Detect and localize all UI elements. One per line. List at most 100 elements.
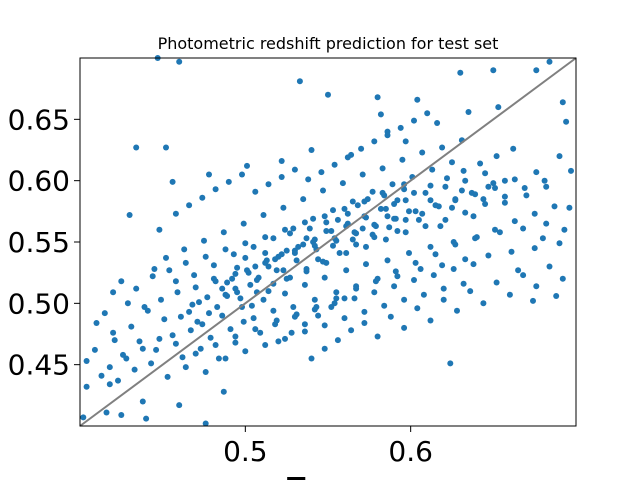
- data-point: [210, 262, 217, 269]
- data-point: [311, 306, 318, 313]
- y-tick-label: 0.60: [8, 165, 70, 198]
- data-point: [303, 235, 310, 242]
- data-point: [123, 355, 130, 362]
- data-point: [467, 288, 474, 295]
- data-point: [415, 216, 422, 223]
- data-point: [391, 215, 398, 222]
- data-point: [242, 240, 249, 247]
- data-point: [510, 145, 517, 152]
- x-tick-label: 0.5: [223, 435, 268, 468]
- data-point: [374, 333, 381, 340]
- data-point: [242, 348, 249, 355]
- data-point: [275, 338, 282, 345]
- data-point: [501, 199, 508, 206]
- data-point: [252, 326, 259, 333]
- data-point: [250, 243, 257, 250]
- data-point: [414, 305, 421, 312]
- data-point: [143, 415, 150, 422]
- data-point: [283, 247, 290, 254]
- data-point: [174, 289, 181, 296]
- data-point: [384, 132, 391, 139]
- data-point: [219, 312, 226, 319]
- data-point: [333, 289, 340, 296]
- data-point: [128, 323, 135, 330]
- y-axis-ticks: 0.45 0.50 0.55 0.60 0.65: [8, 103, 80, 382]
- data-point: [440, 285, 447, 292]
- data-point: [377, 205, 384, 212]
- data-point: [222, 355, 229, 362]
- data-point: [242, 254, 249, 261]
- data-point: [391, 283, 398, 290]
- data-point: [343, 267, 350, 274]
- data-point: [291, 250, 298, 256]
- data-point: [553, 293, 560, 299]
- data-point: [440, 296, 447, 303]
- data-point: [369, 231, 376, 238]
- y-tick-label: 0.50: [8, 287, 70, 320]
- data-point: [252, 188, 259, 195]
- data-point: [199, 194, 206, 201]
- data-point: [472, 191, 479, 198]
- data-point: [166, 267, 173, 274]
- data-point: [372, 278, 379, 285]
- data-point: [278, 251, 285, 258]
- data-point: [234, 289, 241, 296]
- data-point: [358, 145, 365, 152]
- data-point: [419, 210, 426, 217]
- data-point: [351, 295, 358, 302]
- data-point: [172, 210, 179, 217]
- x-tick-label: 0.6: [388, 435, 433, 468]
- data-point: [320, 187, 326, 194]
- data-point: [363, 243, 369, 250]
- data-point: [389, 181, 396, 188]
- data-point: [308, 355, 315, 362]
- data-point: [343, 250, 350, 256]
- data-point: [429, 166, 436, 173]
- data-point: [80, 414, 87, 421]
- data-point: [282, 335, 288, 342]
- data-point: [422, 189, 429, 196]
- chart-title: Photometric redshift prediction for test…: [158, 34, 499, 53]
- data-point: [176, 58, 183, 65]
- data-point: [386, 224, 393, 231]
- data-point: [177, 313, 184, 320]
- data-point: [437, 223, 444, 230]
- data-point: [353, 285, 360, 292]
- y-tick-label: 0.45: [8, 349, 70, 382]
- data-point: [194, 318, 201, 325]
- data-point: [472, 235, 479, 242]
- data-point: [377, 111, 384, 118]
- data-point: [401, 324, 408, 331]
- data-point: [480, 196, 487, 203]
- data-point: [427, 317, 434, 324]
- data-point: [328, 228, 335, 234]
- data-point: [462, 177, 469, 184]
- data-point: [181, 246, 188, 253]
- data-point: [414, 96, 421, 103]
- data-point: [156, 226, 163, 233]
- data-point: [566, 204, 573, 211]
- data-point: [315, 312, 322, 319]
- data-point: [439, 144, 446, 151]
- data-point: [546, 58, 553, 65]
- data-point: [106, 381, 113, 388]
- data-point: [450, 266, 457, 272]
- data-point: [164, 373, 171, 380]
- data-point: [341, 205, 348, 212]
- data-point: [230, 251, 237, 258]
- data-point: [371, 138, 378, 145]
- data-point: [392, 268, 399, 275]
- data-point: [330, 207, 336, 214]
- data-point: [556, 240, 563, 247]
- data-point: [533, 67, 540, 74]
- data-point: [530, 297, 536, 304]
- data-point: [260, 296, 267, 303]
- data-point: [531, 245, 538, 252]
- data-point: [353, 241, 360, 248]
- data-point: [118, 412, 125, 418]
- data-point: [333, 295, 340, 302]
- data-point: [244, 267, 250, 274]
- data-point: [301, 321, 308, 328]
- data-point: [369, 188, 376, 195]
